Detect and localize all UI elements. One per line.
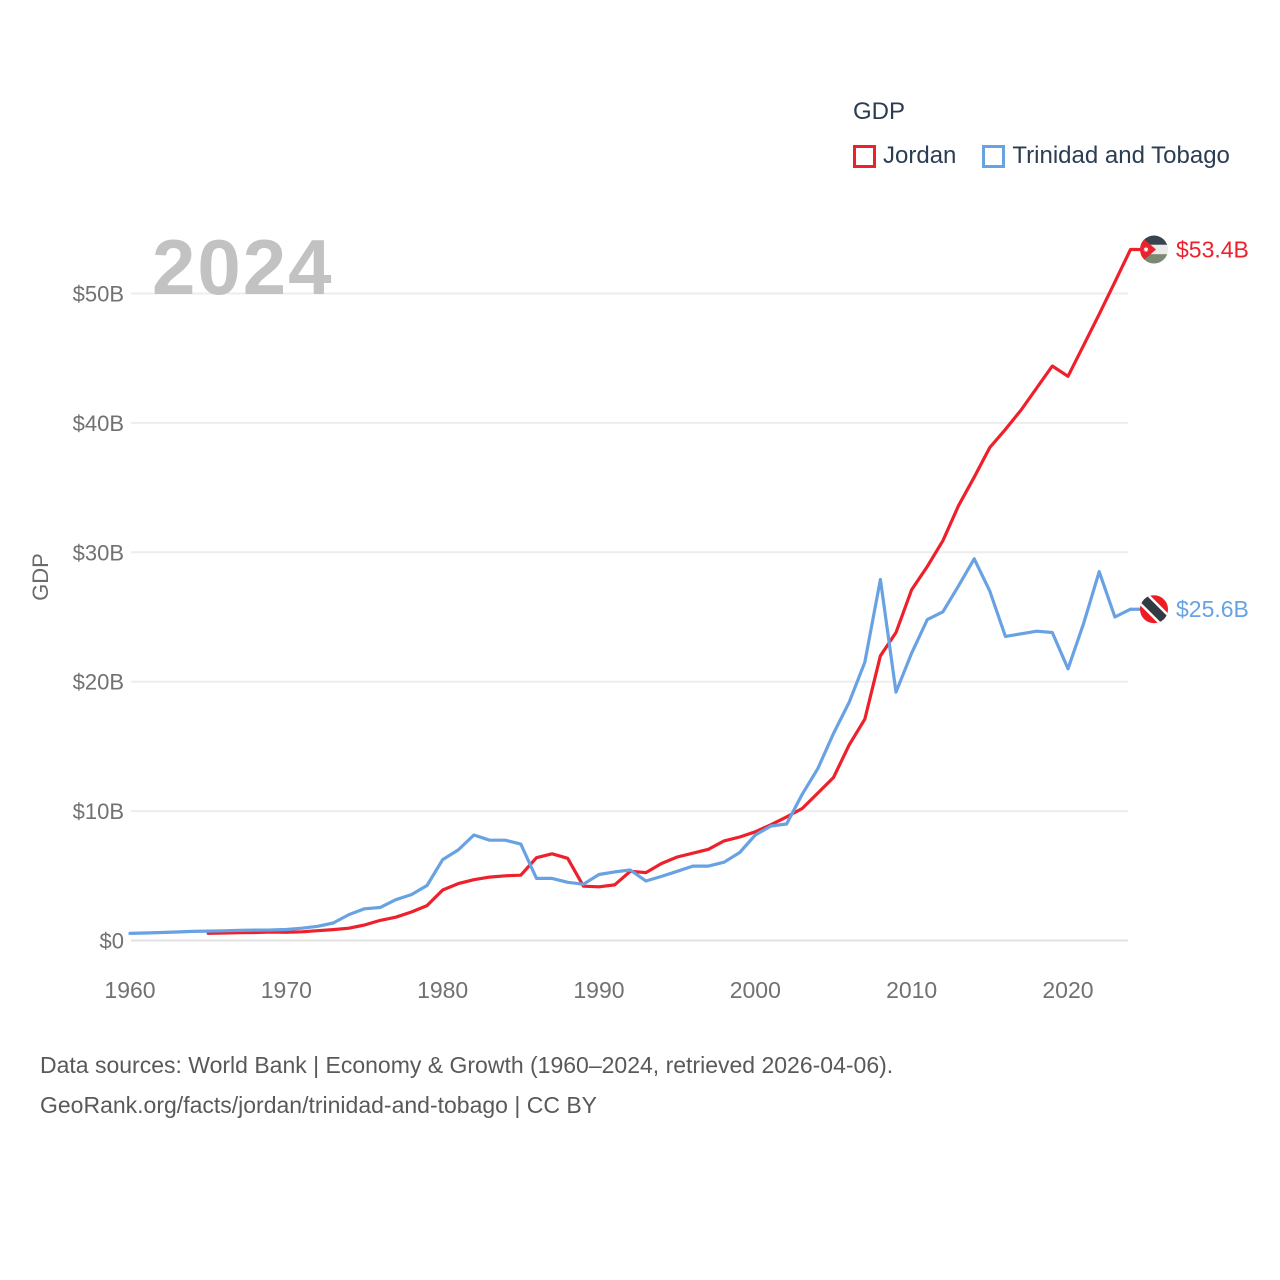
footer-data-sources: Data sources: World Bank | Economy & Gro… — [40, 1052, 894, 1078]
jordan-flag-icon — [1140, 235, 1168, 264]
legend-item-jordan[interactable]: Jordan — [853, 142, 956, 170]
legend-item-label: Trinidad and Tobago — [1012, 142, 1230, 169]
footer-attribution: GeoRank.org/facts/jordan/trinidad-and-to… — [40, 1092, 597, 1118]
jordan-swatch-icon — [853, 144, 876, 168]
x-tick-label: 2000 — [730, 977, 781, 1003]
trinidad-and-tobago-end-value-label: $25.6B — [1176, 596, 1249, 622]
legend-items: Jordan Trinidad and Tobago — [853, 142, 1230, 170]
x-tick-label: 2020 — [1042, 977, 1093, 1003]
legend-item-trinidad-and-tobago[interactable]: Trinidad and Tobago — [982, 142, 1230, 170]
x-tick-label: 1990 — [573, 977, 624, 1003]
y-tick-label: $50B — [73, 282, 124, 307]
legend-item-label: Jordan — [883, 142, 957, 169]
jordan-end-value-label: $53.4B — [1176, 237, 1249, 263]
x-tick-label: 2010 — [886, 977, 937, 1003]
y-tick-label: $40B — [73, 411, 124, 436]
jordan-line — [206, 247, 1133, 935]
y-tick-label: $0 — [100, 929, 124, 954]
y-tick-label: $30B — [73, 540, 124, 565]
y-tick-label: $20B — [73, 670, 124, 695]
trinidad-and-tobago-line — [128, 557, 1133, 936]
x-tick-label: 1970 — [261, 977, 312, 1003]
legend: GDP Jordan Trinidad and Tobago — [853, 98, 1230, 170]
trinidad-and-tobago-flag-icon — [1140, 595, 1168, 624]
legend-title: GDP — [853, 98, 906, 125]
x-tick-label: 1980 — [417, 977, 468, 1003]
y-axis-title: GDP — [28, 553, 53, 601]
trinidad-and-tobago-swatch-icon — [982, 144, 1006, 168]
footer: Data sources: World Bank | Economy & Gro… — [40, 1045, 893, 1125]
y-tick-label: $10B — [73, 799, 124, 824]
year-watermark: 2024 — [152, 223, 334, 311]
x-tick-label: 1960 — [104, 977, 155, 1003]
